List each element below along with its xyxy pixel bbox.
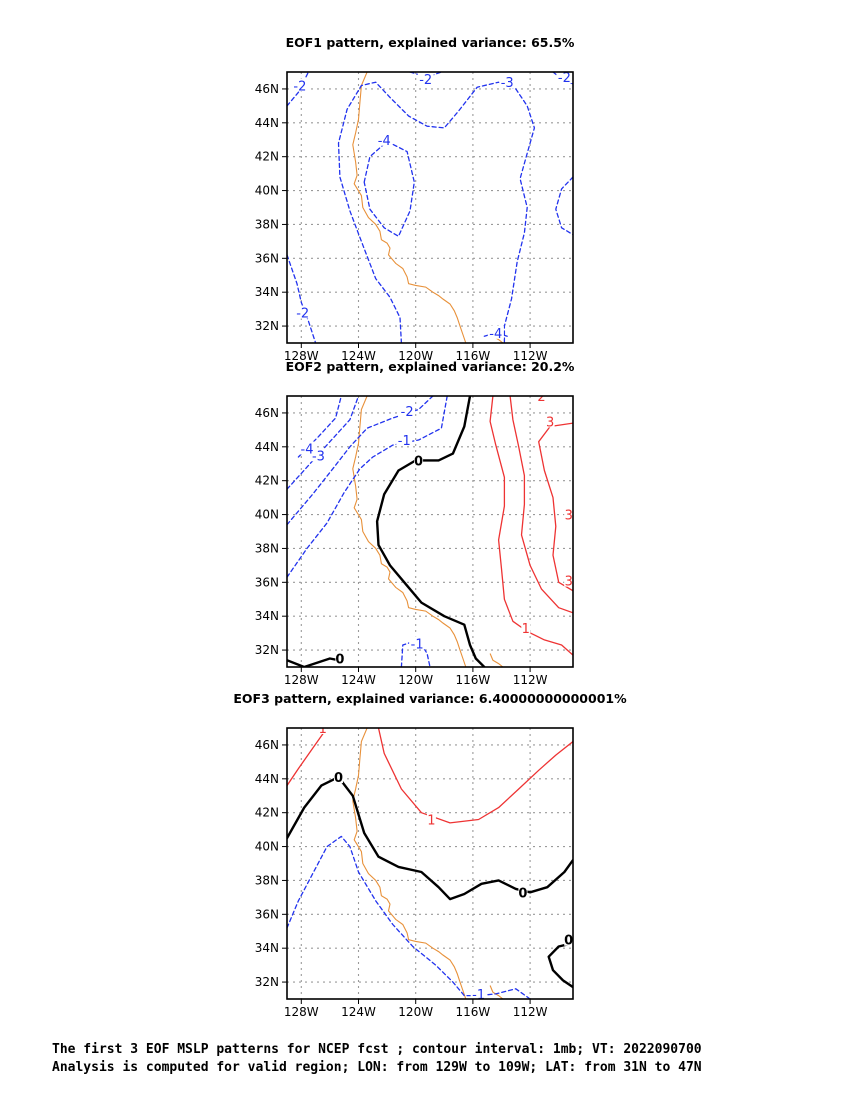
- contour-line: [509, 396, 573, 614]
- contour-line: [375, 396, 486, 667]
- contour-label: -4: [301, 443, 314, 458]
- plot-frame: [286, 727, 574, 1000]
- caption-line-2: Analysis is computed for valid region; L…: [52, 1060, 702, 1075]
- plot-frame: [286, 395, 574, 668]
- x-tick-label: 124W: [341, 349, 376, 363]
- x-tick-label: 116W: [456, 1005, 491, 1019]
- contour-label: -4: [378, 134, 391, 149]
- caption-line-1: The first 3 EOF MSLP patterns for NCEP f…: [52, 1042, 702, 1057]
- contour-label: -1: [398, 434, 411, 449]
- contour-label: -1: [411, 637, 424, 652]
- contour-line: [555, 176, 573, 236]
- y-tick-label: 42N: [255, 474, 279, 488]
- y-tick-label: 40N: [255, 508, 279, 522]
- coastline: [352, 72, 467, 343]
- contour-label: 1: [522, 622, 530, 637]
- y-tick-label: 44N: [255, 772, 279, 786]
- contour-label: 1: [427, 813, 435, 828]
- plot-frame: [286, 71, 574, 344]
- y-tick-label: 38N: [255, 217, 279, 231]
- y-tick-label: 34N: [255, 941, 279, 955]
- contour-line: [538, 422, 573, 592]
- x-tick-label: 128W: [284, 349, 319, 363]
- eof-figure: EOF1 pattern, explained variance: 65.5% -…: [233, 35, 627, 1019]
- y-tick-label: 42N: [255, 150, 279, 164]
- contour-label: 1: [319, 722, 327, 737]
- x-tick-label: 128W: [284, 1005, 319, 1019]
- y-tick-label: 44N: [255, 440, 279, 454]
- contour-line: [377, 728, 573, 824]
- eof1-panel: EOF1 pattern, explained variance: 65.5% -…: [255, 35, 575, 363]
- x-tick-label: 124W: [341, 1005, 376, 1019]
- x-tick-label: 116W: [456, 349, 491, 363]
- y-tick-label: 36N: [255, 907, 279, 921]
- x-tick-label: 112W: [513, 1005, 548, 1019]
- contour-line: [489, 396, 573, 656]
- contour-line: [337, 81, 536, 343]
- contour-label: -2: [296, 307, 309, 322]
- gulf-coastline: [489, 653, 504, 667]
- contour-line: [287, 254, 317, 343]
- contour-label: 0: [518, 886, 527, 901]
- contour-label: 0: [335, 653, 344, 668]
- contour-label: -2: [558, 71, 571, 86]
- x-tick-label: 120W: [398, 349, 433, 363]
- y-tick-label: 46N: [255, 82, 279, 96]
- contour-label: 0: [334, 771, 343, 786]
- contour-line: [287, 396, 360, 490]
- contour-label: 3: [565, 509, 573, 524]
- contour-line: [287, 396, 448, 578]
- y-tick-label: 32N: [255, 319, 279, 333]
- contour-line: [363, 140, 415, 237]
- y-tick-label: 34N: [255, 285, 279, 299]
- x-tick-label: 120W: [398, 673, 433, 687]
- eof3-title: EOF3 pattern, explained variance: 6.4000…: [233, 691, 627, 706]
- y-tick-label: 38N: [255, 873, 279, 887]
- y-tick-label: 36N: [255, 575, 279, 589]
- y-tick-label: 42N: [255, 806, 279, 820]
- y-tick-label: 46N: [255, 406, 279, 420]
- contour-label: 3: [546, 415, 554, 430]
- contour-label: -4: [489, 327, 502, 342]
- eof1-title: EOF1 pattern, explained variance: 65.5%: [286, 35, 575, 50]
- contour-label: 2: [537, 390, 545, 405]
- contour-line: [287, 657, 340, 667]
- contour-label: -2: [401, 405, 414, 420]
- y-tick-label: 38N: [255, 541, 279, 555]
- eof3-panel: EOF3 pattern, explained variance: 6.4000…: [233, 691, 627, 1019]
- x-tick-label: 112W: [513, 349, 548, 363]
- contour-label: 0: [414, 454, 423, 469]
- contour-label: -3: [312, 449, 325, 464]
- x-tick-label: 120W: [398, 1005, 433, 1019]
- eof2-panel: EOF2 pattern, explained variance: 20.2% 0…: [255, 359, 575, 687]
- y-tick-label: 40N: [255, 840, 279, 854]
- y-tick-label: 34N: [255, 609, 279, 623]
- y-tick-label: 36N: [255, 251, 279, 265]
- coastline: [352, 728, 467, 999]
- x-tick-label: 124W: [341, 673, 376, 687]
- coastline: [352, 396, 467, 667]
- contour-label: -3: [501, 76, 514, 91]
- eof2-title: EOF2 pattern, explained variance: 20.2%: [286, 359, 575, 374]
- y-tick-label: 32N: [255, 975, 279, 989]
- y-tick-label: 44N: [255, 116, 279, 130]
- contour-label: 0: [564, 934, 573, 949]
- x-tick-label: 112W: [513, 673, 548, 687]
- y-tick-label: 46N: [255, 738, 279, 752]
- contour-line: [287, 728, 328, 787]
- contour-line: [547, 941, 573, 989]
- contour-label: -2: [293, 80, 306, 95]
- x-tick-label: 128W: [284, 673, 319, 687]
- y-tick-label: 40N: [255, 184, 279, 198]
- contour-line: [287, 835, 531, 999]
- gulf-coastline: [489, 985, 504, 999]
- contour-label: -2: [419, 73, 432, 88]
- y-tick-label: 32N: [255, 643, 279, 657]
- x-tick-label: 116W: [456, 673, 491, 687]
- contour-label: -1: [472, 988, 485, 1003]
- contour-label: 3: [565, 575, 573, 590]
- contour-line: [287, 72, 310, 107]
